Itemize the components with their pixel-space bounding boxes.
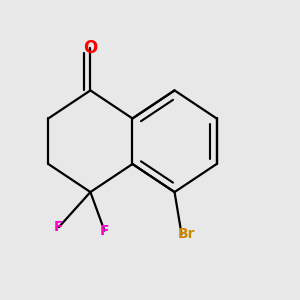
Text: O: O [83,39,98,57]
Text: Br: Br [178,227,196,241]
Text: F: F [100,224,109,238]
Text: F: F [54,220,64,234]
